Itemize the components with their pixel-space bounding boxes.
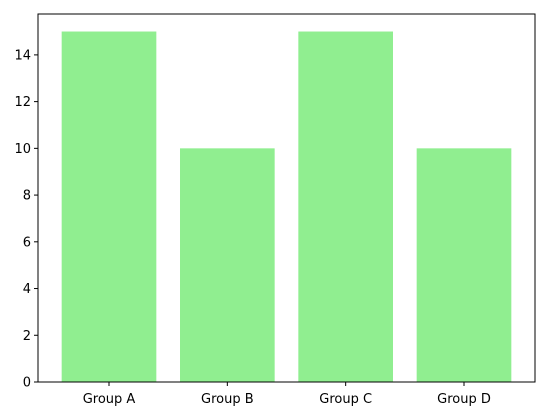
x-tick-label: Group C xyxy=(319,392,372,407)
y-tick-label: 12 xyxy=(14,95,31,110)
plot-frame xyxy=(37,13,536,383)
x-tick-label: Group A xyxy=(83,392,136,407)
x-axis: Group A Group B Group C Group D xyxy=(83,382,491,407)
y-tick-label: 0 xyxy=(23,376,31,391)
y-tick-label: 2 xyxy=(23,329,31,344)
y-tick-label: 4 xyxy=(23,282,31,297)
bar-group-c xyxy=(298,31,393,383)
y-tick-label: 14 xyxy=(14,48,31,63)
x-tick-label: Group B xyxy=(201,392,254,407)
y-tick-label: 8 xyxy=(23,189,31,204)
y-axis: 0 2 4 6 8 10 12 14 xyxy=(14,48,38,391)
bar-group-b xyxy=(180,148,275,382)
bar-group-d xyxy=(416,148,512,382)
x-tick-label: Group D xyxy=(437,392,491,407)
y-tick-label: 10 xyxy=(14,142,31,157)
bars-layer xyxy=(61,31,512,383)
y-tick-label: 6 xyxy=(23,235,31,250)
bar-group-a xyxy=(61,31,157,383)
